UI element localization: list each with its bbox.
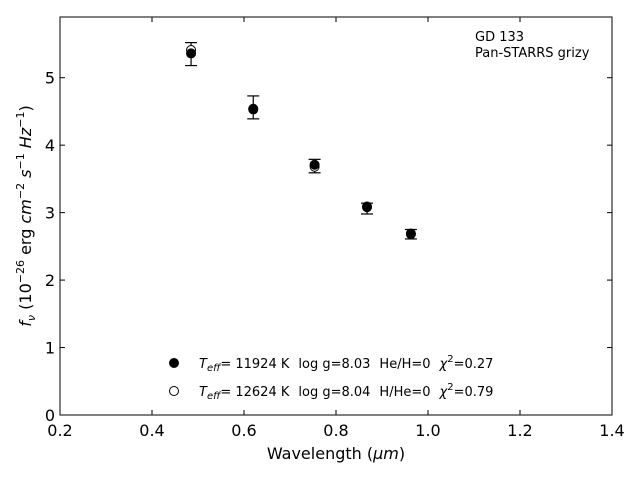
data-points	[186, 45, 416, 240]
x-tick-label: 0.2	[47, 421, 72, 440]
plot-area	[59, 16, 613, 416]
y-tick-label: 5	[45, 69, 55, 88]
x-tick-label: 0.8	[323, 421, 348, 440]
annotation-survey-name: Pan-STARRS grizy	[475, 46, 590, 61]
y-tick-label: 4	[45, 136, 55, 155]
data-point-filled	[405, 229, 416, 240]
data-point-filled	[362, 201, 373, 212]
y-axis-ticks: 0 1 2 3 4 5	[45, 69, 612, 425]
x-tick-label: 1.0	[415, 421, 440, 440]
x-tick-label: 0.6	[231, 421, 256, 440]
data-point-filled	[309, 159, 320, 170]
legend-marker-filled	[169, 358, 179, 368]
y-tick-label: 2	[45, 271, 55, 290]
data-point-filled	[248, 104, 259, 115]
x-tick-label: 1.2	[507, 421, 532, 440]
x-tick-label: 0.4	[139, 421, 164, 440]
x-axis-title: Wavelength (μm)	[267, 444, 405, 463]
y-axis-title: fν (10−26 erg cm−2 s−1 Hz−1)	[14, 105, 38, 326]
y-tick-label: 0	[45, 406, 55, 425]
legend-marker-open	[169, 386, 179, 396]
data-point-filled	[186, 48, 197, 59]
y-tick-label: 1	[45, 339, 55, 358]
y-tick-label: 3	[45, 204, 55, 223]
x-tick-label: 1.4	[599, 421, 624, 440]
annotation-object-name: GD 133	[475, 30, 524, 45]
x-axis-ticks: 0.2 0.4 0.6 0.8 1.0 1.2 1.4	[47, 17, 625, 440]
